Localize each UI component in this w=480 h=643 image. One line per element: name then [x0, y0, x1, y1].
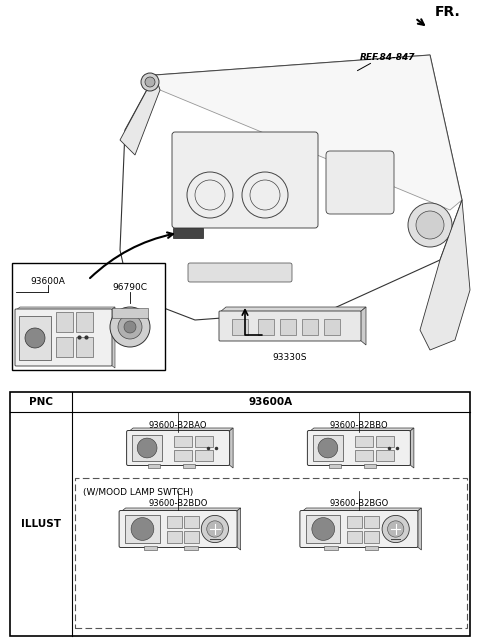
- Text: 93600A: 93600A: [31, 278, 65, 287]
- Circle shape: [382, 516, 409, 543]
- Circle shape: [110, 307, 150, 347]
- Circle shape: [387, 521, 404, 537]
- Bar: [183, 516, 199, 529]
- Bar: [324, 319, 340, 335]
- Bar: [232, 319, 248, 335]
- FancyBboxPatch shape: [188, 263, 292, 282]
- FancyBboxPatch shape: [307, 431, 410, 466]
- Bar: [302, 319, 318, 335]
- Text: 93330S: 93330S: [273, 352, 307, 361]
- Circle shape: [318, 438, 338, 458]
- Polygon shape: [228, 428, 233, 468]
- Polygon shape: [360, 307, 366, 345]
- Text: 93600A: 93600A: [249, 397, 293, 407]
- Bar: [10, 392, 470, 636]
- Polygon shape: [155, 55, 462, 210]
- Circle shape: [312, 518, 335, 540]
- FancyBboxPatch shape: [15, 309, 112, 366]
- Circle shape: [25, 328, 45, 348]
- Polygon shape: [309, 428, 414, 432]
- Bar: [112, 308, 148, 318]
- FancyBboxPatch shape: [172, 132, 318, 228]
- Bar: [173, 228, 203, 238]
- Text: 93600-B2BGO: 93600-B2BGO: [329, 500, 388, 509]
- Bar: [364, 516, 379, 529]
- Bar: [167, 516, 181, 529]
- Circle shape: [137, 438, 157, 458]
- Text: FR.: FR.: [435, 5, 461, 19]
- Bar: [148, 464, 160, 468]
- Circle shape: [145, 77, 155, 87]
- Circle shape: [131, 518, 154, 540]
- Circle shape: [408, 203, 452, 247]
- FancyBboxPatch shape: [127, 431, 229, 466]
- Text: ILLUST: ILLUST: [21, 519, 61, 529]
- Bar: [376, 436, 394, 448]
- Polygon shape: [416, 508, 421, 550]
- FancyBboxPatch shape: [219, 311, 361, 341]
- Text: PNC: PNC: [29, 397, 53, 407]
- Bar: [12, 263, 165, 370]
- Bar: [75, 478, 467, 628]
- Bar: [144, 546, 157, 550]
- Bar: [324, 546, 338, 550]
- Bar: [348, 516, 362, 529]
- FancyBboxPatch shape: [119, 511, 237, 547]
- Bar: [313, 435, 343, 461]
- Bar: [76, 312, 93, 332]
- FancyBboxPatch shape: [326, 151, 394, 214]
- Text: 93600-B2BBO: 93600-B2BBO: [330, 422, 388, 431]
- Bar: [376, 449, 394, 461]
- Text: 96790C: 96790C: [112, 284, 147, 293]
- Polygon shape: [120, 75, 160, 155]
- Bar: [183, 530, 199, 543]
- Circle shape: [124, 321, 136, 333]
- Bar: [174, 436, 192, 448]
- Circle shape: [118, 315, 142, 339]
- Bar: [355, 449, 373, 461]
- FancyBboxPatch shape: [300, 511, 418, 547]
- Bar: [167, 530, 181, 543]
- Circle shape: [416, 211, 444, 239]
- Polygon shape: [111, 307, 115, 368]
- Bar: [183, 464, 195, 468]
- Bar: [364, 530, 379, 543]
- Bar: [125, 515, 160, 543]
- Bar: [355, 436, 373, 448]
- Text: (W/MOOD LAMP SWTCH): (W/MOOD LAMP SWTCH): [83, 487, 193, 496]
- Polygon shape: [16, 307, 115, 310]
- Bar: [174, 449, 192, 461]
- Text: 93600-B2BAO: 93600-B2BAO: [149, 422, 207, 431]
- Polygon shape: [236, 508, 240, 550]
- Text: 93600-B2BDO: 93600-B2BDO: [148, 500, 208, 509]
- Bar: [195, 449, 213, 461]
- Bar: [329, 464, 341, 468]
- Bar: [132, 435, 162, 461]
- Bar: [195, 436, 213, 448]
- Polygon shape: [128, 428, 233, 432]
- Circle shape: [201, 516, 228, 543]
- Circle shape: [207, 521, 223, 537]
- Bar: [365, 546, 378, 550]
- Bar: [56, 312, 73, 332]
- Polygon shape: [120, 508, 240, 512]
- Bar: [280, 319, 296, 335]
- Polygon shape: [420, 200, 470, 350]
- Polygon shape: [301, 508, 421, 512]
- Circle shape: [141, 73, 159, 91]
- Polygon shape: [409, 428, 414, 468]
- Bar: [258, 319, 274, 335]
- Bar: [19, 316, 51, 360]
- Bar: [76, 337, 93, 357]
- Polygon shape: [220, 307, 366, 312]
- Bar: [348, 530, 362, 543]
- Bar: [184, 546, 198, 550]
- Bar: [364, 464, 376, 468]
- Bar: [56, 337, 73, 357]
- Text: REF.84-847: REF.84-847: [360, 53, 416, 62]
- Bar: [306, 515, 340, 543]
